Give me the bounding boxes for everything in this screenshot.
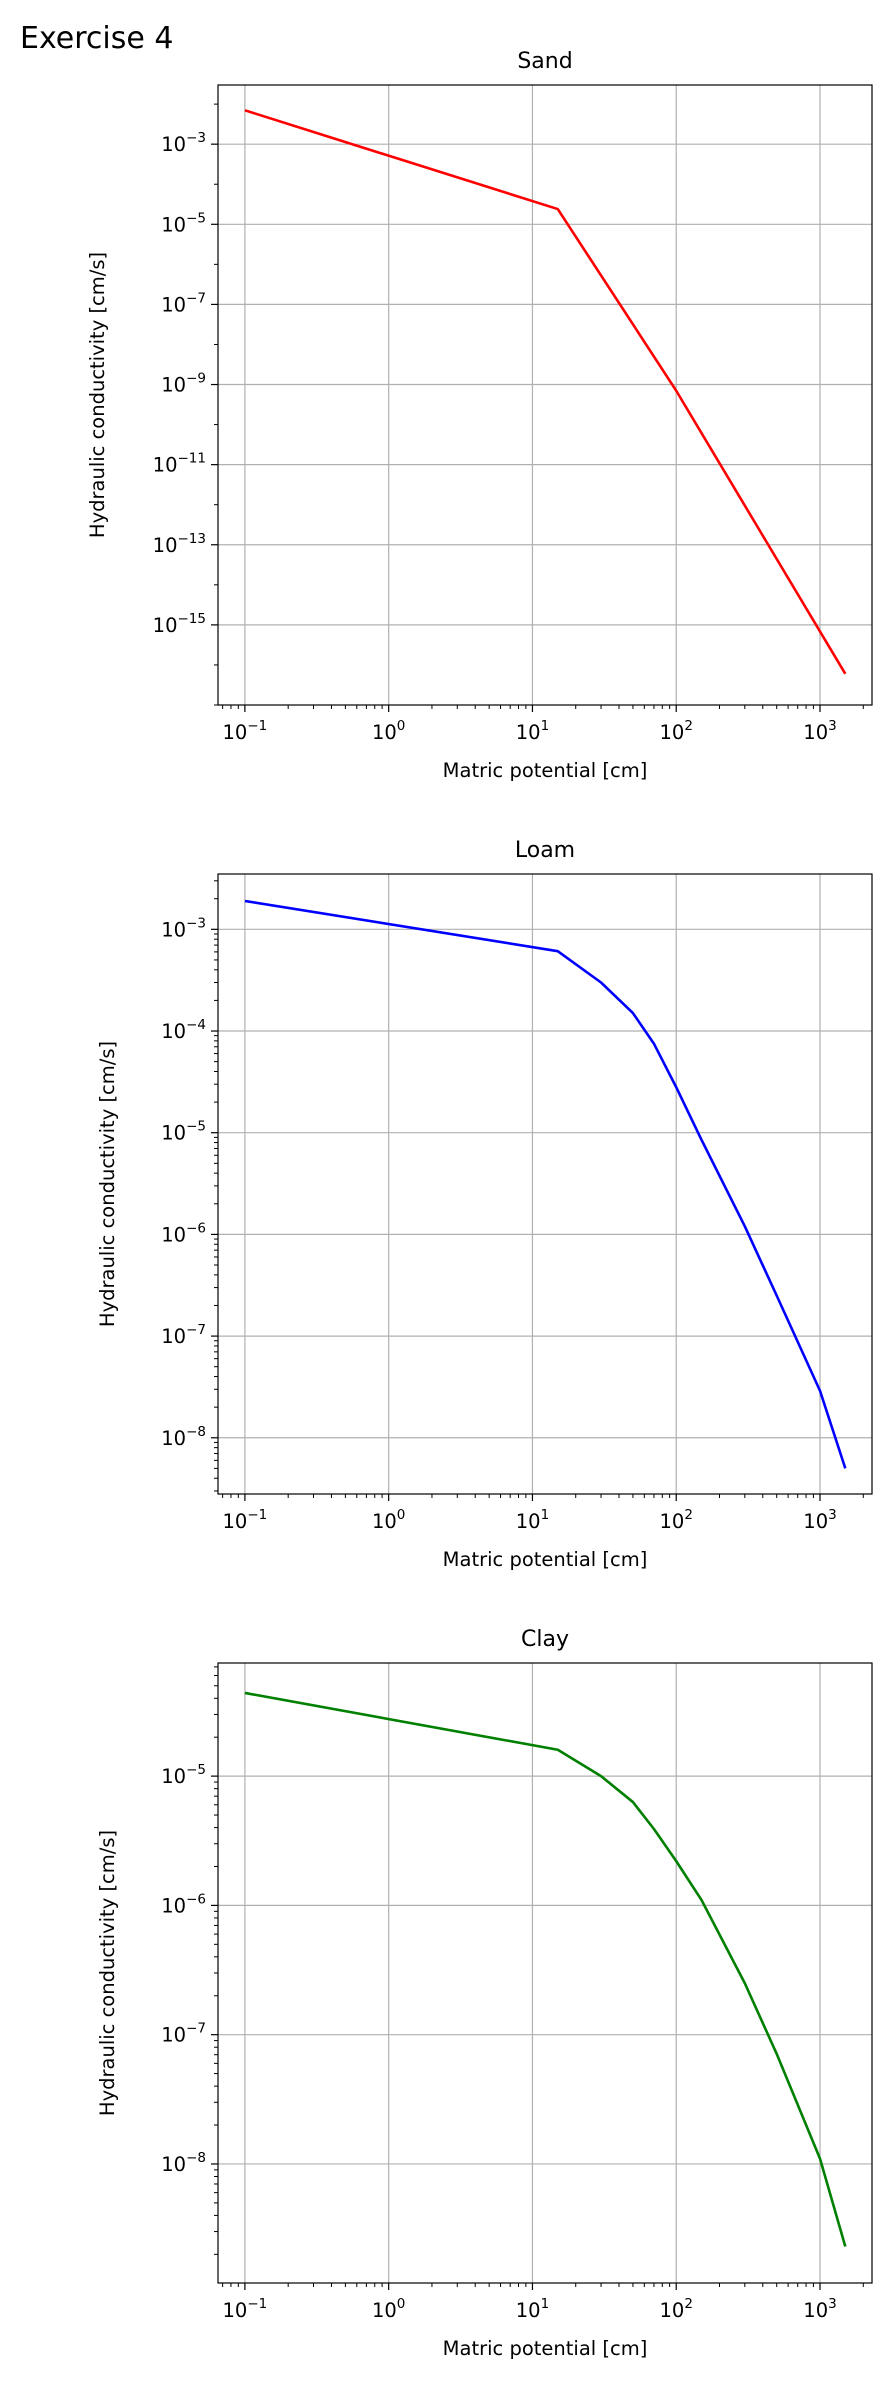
x-tick-label: 100 bbox=[372, 2296, 405, 2322]
x-axis-label: Matric potential [cm] bbox=[443, 1548, 648, 1571]
y-tick-label: 10−13 bbox=[153, 531, 206, 557]
y-tick-label: 10−7 bbox=[161, 1322, 206, 1348]
y-tick-label: 10−3 bbox=[161, 915, 206, 941]
chart-title: Loam bbox=[515, 838, 575, 863]
y-tick-label: 10−5 bbox=[161, 1119, 206, 1145]
y-tick-label: 10−8 bbox=[161, 2150, 206, 2176]
plot-frame bbox=[217, 1662, 873, 2284]
series-line-clay bbox=[244, 1691, 847, 2247]
series-line-loam bbox=[244, 899, 847, 1469]
y-tick-label: 10−7 bbox=[161, 290, 206, 316]
x-axis-label: Matric potential [cm] bbox=[443, 759, 648, 782]
series-line-sand bbox=[244, 109, 847, 675]
x-tick-label: 102 bbox=[660, 718, 693, 744]
y-tick-label: 10−6 bbox=[161, 1220, 206, 1246]
x-tick-label: 101 bbox=[516, 718, 549, 744]
x-tick-label: 102 bbox=[660, 1507, 693, 1533]
y-tick-label: 10−8 bbox=[161, 1424, 206, 1450]
y-tick-label: 10−6 bbox=[161, 1891, 206, 1917]
x-tick-label: 102 bbox=[660, 2296, 693, 2322]
plot-frame bbox=[217, 873, 873, 1495]
y-axis-label: Hydraulic conductivity [cm/s] bbox=[96, 1041, 119, 1327]
y-tick-label: 10−5 bbox=[161, 1762, 206, 1788]
x-tick-label: 103 bbox=[803, 2296, 836, 2322]
chart-sand: 10−1 100 101 102 103 10−15 10−13 10−11 10−9 10−7 1… bbox=[86, 49, 873, 782]
y-axis-label: Hydraulic conductivity [cm/s] bbox=[96, 1830, 119, 2116]
chart-title: Clay bbox=[521, 1627, 569, 1652]
chart-loam: 10−1 100 101 102 103 10−8 10−7 10−6 10−5 10−4 10−3… bbox=[96, 838, 873, 1571]
y-tick-label: 10−7 bbox=[161, 2021, 206, 2047]
y-tick-label: 10−5 bbox=[161, 210, 206, 236]
charts-container: 10−1 100 101 102 10310−1510−1310−1110−910−71… bbox=[86, 49, 873, 2360]
x-tick-label: 100 bbox=[372, 718, 405, 744]
y-tick-label: 10−4 bbox=[161, 1017, 206, 1043]
y-tick-label: 10−3 bbox=[161, 130, 206, 156]
x-tick-label: 10−1 bbox=[223, 2296, 268, 2322]
figure-title: Exercise 4 bbox=[20, 21, 173, 56]
chart-title: Sand bbox=[517, 49, 572, 74]
y-axis-label: Hydraulic conductivity [cm/s] bbox=[86, 252, 109, 538]
x-tick-label: 103 bbox=[803, 718, 836, 744]
x-tick-label: 103 bbox=[803, 1507, 836, 1533]
plot-frame bbox=[217, 84, 873, 706]
x-tick-label: 101 bbox=[516, 1507, 549, 1533]
y-tick-label: 10−11 bbox=[153, 451, 206, 477]
x-tick-label: 10−1 bbox=[223, 1507, 268, 1533]
chart-clay: 10−1 100 101 102 103 10−8 10−7 10−6 10−5 Clay Matr… bbox=[96, 1627, 873, 2360]
x-tick-label: 101 bbox=[516, 2296, 549, 2322]
x-axis-label: Matric potential [cm] bbox=[443, 2337, 648, 2360]
x-tick-label: 10−1 bbox=[223, 718, 268, 744]
y-tick-label: 10−9 bbox=[161, 371, 206, 397]
y-tick-label: 10−15 bbox=[153, 611, 206, 637]
x-tick-label: 100 bbox=[372, 1507, 405, 1533]
